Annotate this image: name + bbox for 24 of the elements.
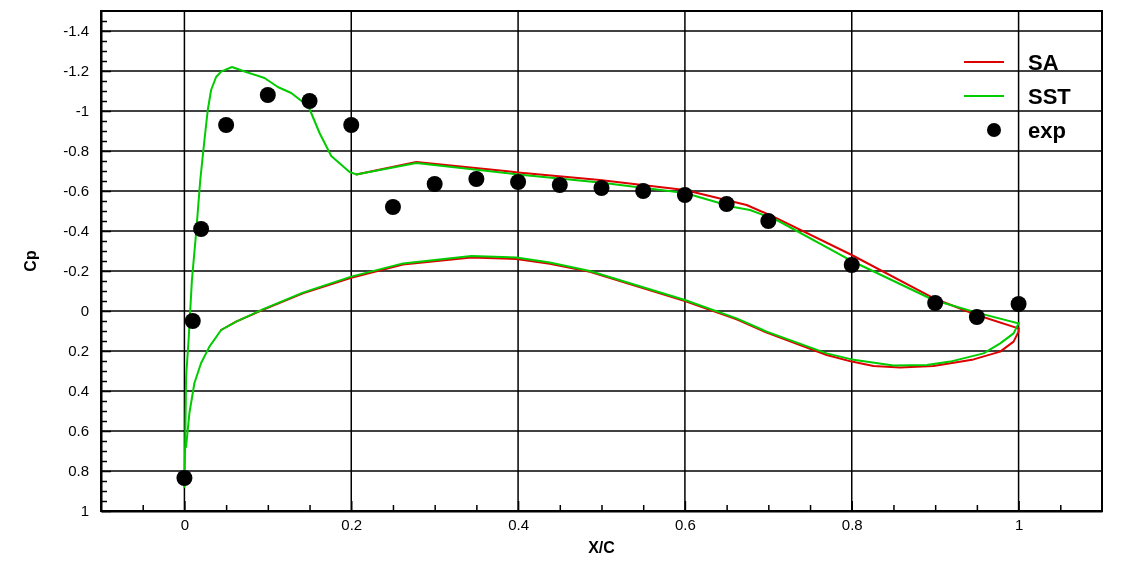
legend-label: SST: [1028, 83, 1072, 109]
y-tick-label: 0.4: [68, 382, 89, 400]
x-tick-label: 0.6: [674, 515, 696, 533]
x-tick-label: 0.4: [508, 515, 530, 533]
y-tick-label: 0.2: [68, 342, 89, 360]
y-tick-label: -0.4: [63, 222, 89, 240]
y-tick-label: -0.6: [63, 182, 89, 200]
legend-label: SA: [1028, 49, 1059, 75]
x-tick-label: 0.8: [841, 515, 863, 533]
y-tick-label: -1.2: [63, 62, 89, 80]
legend-label: exp: [1028, 117, 1066, 143]
x-tick-label: 0.2: [341, 515, 363, 533]
x-tick-label: 0: [180, 515, 190, 533]
y-tick-label: 1: [80, 502, 89, 520]
y-tick-label: -0.8: [63, 142, 89, 160]
y-tick-label: 0.8: [68, 462, 89, 480]
x-axis-title: X/C: [588, 539, 616, 556]
y-tick-label: 0.6: [68, 422, 89, 440]
x-tick-label: 1: [1014, 515, 1024, 533]
y-tick-label: -1: [75, 102, 89, 120]
y-tick-label: 0: [80, 302, 89, 320]
y-axis-title: Cp: [22, 250, 39, 272]
y-tick-label: -0.2: [63, 262, 89, 280]
y-tick-label: -1.4: [63, 22, 89, 40]
